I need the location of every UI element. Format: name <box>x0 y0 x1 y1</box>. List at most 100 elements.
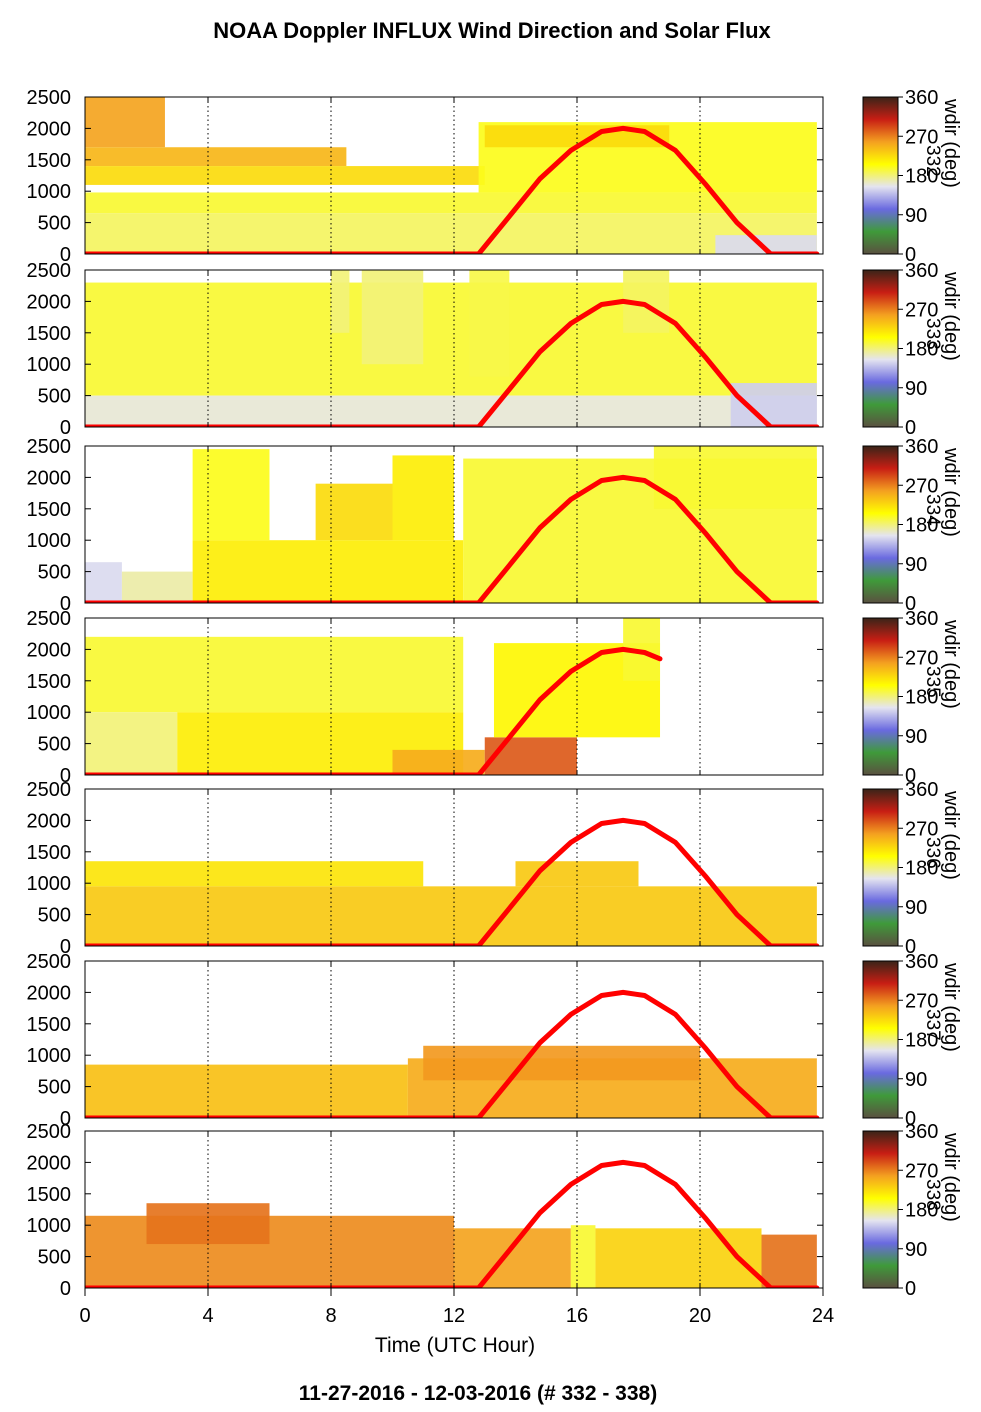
wind-direction-cell <box>85 213 817 254</box>
colorbar-tick-label: 180 <box>905 858 938 880</box>
wind-direction-cell <box>484 737 577 775</box>
y-tick-label: 1500 <box>27 150 72 172</box>
colorbar-tick-label: 90 <box>905 1069 927 1091</box>
date-range-footer: 11-27-2016 - 12-03-2016 (# 332 - 338) <box>299 1382 657 1405</box>
y-tick-label: 2000 <box>27 982 72 1004</box>
colorbar-tick-label: 360 <box>905 779 938 801</box>
colorbar-tick-label: 180 <box>905 515 938 537</box>
day-label: 332 <box>922 145 943 177</box>
wind-direction-cell <box>761 1234 817 1288</box>
y-tick-label: 500 <box>38 386 71 408</box>
colorbar-scale <box>862 1130 899 1289</box>
wind-direction-field <box>85 861 817 946</box>
solar-flux-line <box>85 1159 820 1288</box>
day-label: 336 <box>922 837 943 869</box>
wind-direction-cell <box>595 1228 762 1288</box>
wind-direction-cell <box>653 446 817 509</box>
y-tick-label: 2500 <box>27 779 72 801</box>
colorbar-tick-label: 90 <box>905 897 927 919</box>
y-tick-label: 1500 <box>27 1014 72 1036</box>
day-label: 338 <box>922 1179 943 1211</box>
colorbar-tick-label: 360 <box>905 87 938 109</box>
colorbar-label: wdir (deg) <box>940 98 962 188</box>
y-tick-label: 1500 <box>27 671 72 693</box>
colorbar-tick-label: 270 <box>905 299 938 321</box>
day-label: 335 <box>922 666 943 698</box>
colorbar-scale <box>862 96 899 255</box>
x-tick-label: 24 <box>812 1305 834 1327</box>
wind-direction-cell <box>85 1064 408 1118</box>
y-tick-label: 2500 <box>27 260 72 282</box>
y-tick-label: 2000 <box>27 291 72 313</box>
y-tick-label: 2000 <box>27 467 72 489</box>
x-tick-label: 12 <box>443 1305 465 1327</box>
day-label: 333 <box>922 318 943 350</box>
y-tick-label: 1500 <box>27 842 72 864</box>
colorbar-tick-label: 360 <box>905 608 938 630</box>
x-axis: 0 4 8 12 16 20 24 <box>79 1288 834 1327</box>
wind-direction-cell <box>85 147 347 167</box>
wind-direction-cell <box>85 395 817 427</box>
wind-direction-cell <box>570 1225 596 1288</box>
wind-direction-cell <box>454 1228 571 1288</box>
colorbar-tick-label: 0 <box>905 417 916 439</box>
colorbar-label: wdir (deg) <box>940 271 962 361</box>
wind-direction-cell <box>85 282 817 396</box>
wind-direction-cell <box>85 192 817 214</box>
colorbar-tick-label: 270 <box>905 647 938 669</box>
wind-direction-field <box>85 446 817 603</box>
x-tick-label: 16 <box>566 1305 588 1327</box>
y-tick-label: 0 <box>60 417 71 439</box>
y-tick-label: 500 <box>38 213 71 235</box>
wind-direction-field <box>85 270 817 427</box>
colorbar-label: wdir (deg) <box>940 790 962 880</box>
wind-direction-cell <box>392 455 454 541</box>
y-tick-label: 2000 <box>27 118 72 140</box>
y-tick-label: 2500 <box>27 87 72 109</box>
wind-direction-cell <box>423 1045 700 1081</box>
colorbar-tick-label: 90 <box>905 378 927 400</box>
wind-direction-field <box>85 97 817 254</box>
y-tick-label: 500 <box>38 734 71 756</box>
y-tick-label: 0 <box>60 244 71 266</box>
colorbar-tick-label: 90 <box>905 1239 927 1261</box>
wind-direction-cell <box>85 97 165 148</box>
colorbar-scale <box>862 617 899 776</box>
y-tick-label: 1000 <box>27 1045 72 1067</box>
y-tick-label: 0 <box>60 936 71 958</box>
wind-direction-cell <box>331 270 350 333</box>
x-tick-label: 8 <box>325 1305 336 1327</box>
x-tick-label: 20 <box>689 1305 711 1327</box>
x-tick-label: 0 <box>79 1305 90 1327</box>
wind-direction-cell <box>85 562 122 603</box>
wind-direction-cell <box>361 270 424 365</box>
colorbar-tick-label: 270 <box>905 475 938 497</box>
colorbar-tick-label: 360 <box>905 260 938 282</box>
wind-direction-field <box>85 1203 817 1288</box>
colorbar-scale <box>862 788 899 947</box>
colorbar-tick-label: 0 <box>905 765 916 787</box>
wind-direction-cell <box>85 861 424 887</box>
wind-direction-field <box>85 618 661 775</box>
colorbar-tick-label: 270 <box>905 126 938 148</box>
y-tick-label: 2000 <box>27 1152 72 1174</box>
y-tick-label: 1000 <box>27 181 72 203</box>
colorbar-tick-label: 360 <box>905 436 938 458</box>
chart-title: NOAA Doppler INFLUX Wind Direction and S… <box>213 18 771 43</box>
x-tick-label: 4 <box>202 1305 213 1327</box>
colorbar-label: wdir (deg) <box>940 1132 962 1222</box>
colorbar-tick-label: 180 <box>905 166 938 188</box>
wind-direction-cell <box>392 749 485 775</box>
colorbar-tick-label: 360 <box>905 951 938 973</box>
y-tick-label: 1000 <box>27 530 72 552</box>
wind-direction-cell <box>315 483 393 541</box>
